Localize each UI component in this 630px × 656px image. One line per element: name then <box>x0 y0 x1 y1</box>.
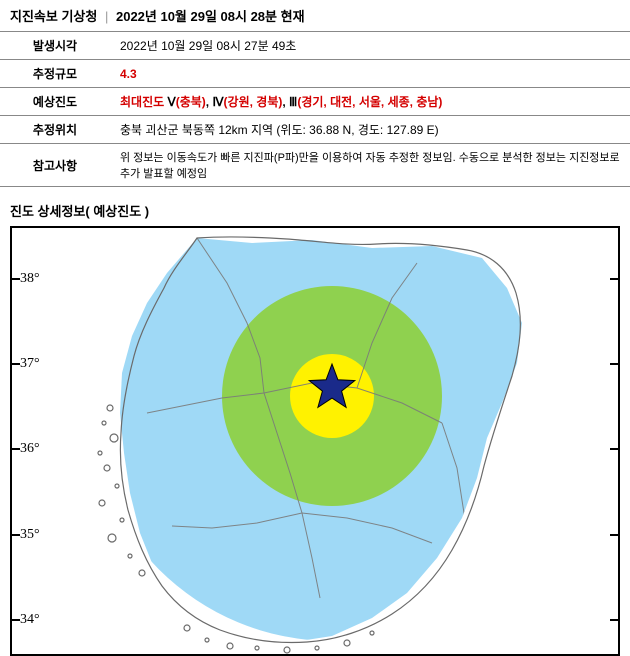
lat-tick-38: 38° <box>20 271 40 287</box>
label-intensity: 예상진도 <box>0 88 110 116</box>
intensity-iii-label: , Ⅲ <box>282 95 297 109</box>
lat-tick-34: 34° <box>20 612 40 628</box>
report-title: 지진속보 기상청 <box>10 9 97 24</box>
intensity-iv-label: , Ⅳ <box>206 95 224 109</box>
header-separator: | <box>105 9 108 24</box>
map-svg <box>12 228 618 654</box>
intensity-v-region: (충북) <box>176 95 206 109</box>
map-section-title: 진도 상세정보( 예상진도 ) <box>0 187 630 226</box>
value-magnitude: 4.3 <box>110 60 630 88</box>
earthquake-info-table: 발생시각 2022년 10월 29일 08시 27분 49초 추정규모 4.3 … <box>0 31 630 187</box>
label-location: 추정위치 <box>0 116 110 144</box>
table-row: 예상진도 최대진도 Ⅴ(충북), Ⅳ(강원, 경북), Ⅲ(경기, 대전, 서울… <box>0 88 630 116</box>
lat-tick-35: 35° <box>20 527 40 543</box>
intensity-map: 38° 37° 36° 35° 34° <box>10 226 620 656</box>
value-location: 충북 괴산군 북동쪽 12km 지역 (위도: 36.88 N, 경도: 127… <box>110 116 630 144</box>
intensity-iii-region: (경기, 대전, 서울, 세종, 충남) <box>297 95 442 109</box>
report-header: 지진속보 기상청 | 2022년 10월 29일 08시 28분 현재 <box>0 0 630 29</box>
report-timestamp: 2022년 10월 29일 08시 28분 현재 <box>116 9 305 24</box>
value-intensity: 최대진도 Ⅴ(충북), Ⅳ(강원, 경북), Ⅲ(경기, 대전, 서울, 세종,… <box>110 88 630 116</box>
lat-tick-36: 36° <box>20 441 40 457</box>
intensity-prefix: 최대진도 <box>120 95 164 109</box>
intensity-v-label: Ⅴ <box>164 95 176 109</box>
label-magnitude: 추정규모 <box>0 60 110 88</box>
lat-tick-37: 37° <box>20 356 40 372</box>
label-time: 발생시각 <box>0 32 110 60</box>
table-row: 발생시각 2022년 10월 29일 08시 27분 49초 <box>0 32 630 60</box>
label-note: 참고사항 <box>0 144 110 187</box>
table-row: 추정위치 충북 괴산군 북동쪽 12km 지역 (위도: 36.88 N, 경도… <box>0 116 630 144</box>
value-note: 위 정보는 이동속도가 빠른 지진파(P파)만을 이용하여 자동 추정한 정보임… <box>110 144 630 187</box>
magnitude-number: 4.3 <box>120 67 137 81</box>
value-time: 2022년 10월 29일 08시 27분 49초 <box>110 32 630 60</box>
intensity-iv-region: (강원, 경북) <box>224 95 283 109</box>
table-row: 참고사항 위 정보는 이동속도가 빠른 지진파(P파)만을 이용하여 자동 추정… <box>0 144 630 187</box>
table-row: 추정규모 4.3 <box>0 60 630 88</box>
